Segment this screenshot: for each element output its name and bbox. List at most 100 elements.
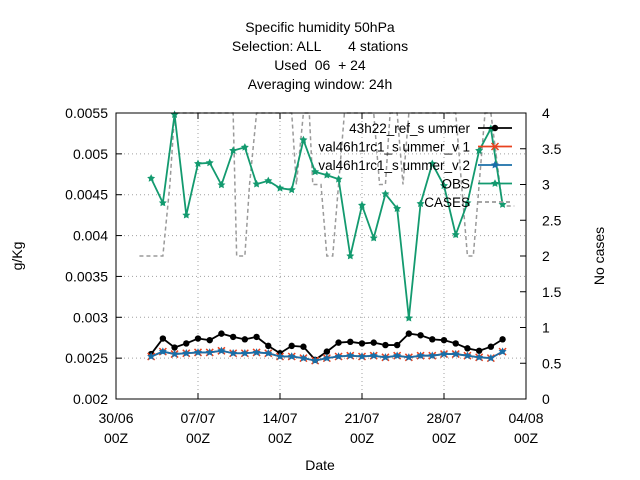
data-point xyxy=(440,349,448,358)
data-point xyxy=(229,349,238,357)
legend: 43h22_ref_s ummer val46h1rc1_s ummer_v 1 v… xyxy=(318,121,512,210)
data-point xyxy=(194,335,202,342)
data-point xyxy=(417,332,424,339)
data-point xyxy=(369,351,378,360)
data-point xyxy=(498,347,507,355)
data-point xyxy=(499,336,506,343)
data-point xyxy=(183,340,190,347)
x-tick-label-time: 00Z xyxy=(268,430,293,446)
legend-label: CASES xyxy=(424,195,470,210)
title-line-4: Averaging window: 24h xyxy=(248,76,393,92)
y-tick-label: 0.0025 xyxy=(65,350,108,366)
data-point xyxy=(323,348,331,355)
y-tick-label: 0.0035 xyxy=(65,268,108,284)
y-tick-label: 0.003 xyxy=(73,309,108,325)
axis-ticks: 0.002 0.0025 0.003 0.0035 0.004 0.0045 0.005 0.… xyxy=(65,105,562,446)
data-point xyxy=(381,353,390,361)
data-point xyxy=(299,353,308,362)
data-point xyxy=(264,176,273,185)
data-point xyxy=(147,174,156,182)
x-tick-label: 21/07 xyxy=(344,410,379,426)
data-point xyxy=(253,333,260,341)
data-point xyxy=(229,333,237,341)
data-point xyxy=(405,330,413,337)
data-point xyxy=(252,179,261,188)
data-point xyxy=(475,353,484,361)
data-point xyxy=(475,347,483,354)
data-point xyxy=(194,159,202,168)
legend-entry: 43h22_ref_s ummer xyxy=(349,121,512,136)
data-point xyxy=(428,159,437,168)
data-point xyxy=(311,167,320,176)
data-point xyxy=(265,342,272,350)
data-point xyxy=(205,348,214,356)
y-tick-label: 0.0055 xyxy=(65,105,108,121)
data-point xyxy=(429,336,436,343)
data-point xyxy=(464,345,471,352)
data-point xyxy=(159,335,167,342)
series-val46h1rc1_summer_v2 xyxy=(147,346,507,364)
y2-tick-label: 3.5 xyxy=(542,141,562,157)
data-point xyxy=(206,336,213,344)
data-point xyxy=(428,351,437,360)
data-point xyxy=(171,344,178,351)
x-tick-label: 28/07 xyxy=(426,410,461,426)
data-point xyxy=(347,338,354,345)
legend-entry: val46h1rc1_s ummer_v 1 xyxy=(318,140,512,155)
data-point xyxy=(252,348,261,356)
x-tick-label: 30/06 xyxy=(98,410,133,426)
legend-marker xyxy=(491,179,499,187)
data-point xyxy=(241,336,249,343)
data-point xyxy=(182,210,191,219)
y2-tick-label: 0 xyxy=(542,391,550,407)
data-point xyxy=(404,313,413,322)
x-tick-label: 04/08 xyxy=(508,410,543,426)
data-point xyxy=(276,352,284,360)
y-tick-label: 0.0045 xyxy=(65,187,108,203)
data-point xyxy=(358,352,366,360)
data-point xyxy=(194,348,202,356)
y2-tick-label: 1 xyxy=(542,320,550,336)
data-point xyxy=(393,204,402,212)
x-tick-label-time: 00Z xyxy=(432,430,457,446)
legend-label: val46h1rc1_s ummer_v 1 xyxy=(318,140,470,155)
data-point xyxy=(381,189,390,198)
data-point xyxy=(300,343,307,350)
legend-marker xyxy=(490,142,500,151)
data-point xyxy=(170,110,179,119)
chart-title: Specific humidity 50hPa Selection: ALL 4… xyxy=(232,19,408,92)
title-line-1: Specific humidity 50hPa xyxy=(245,19,395,35)
marker-stroke xyxy=(490,142,500,151)
y-axis-label: g/Kg xyxy=(9,242,25,271)
y2-tick-label: 3 xyxy=(542,177,550,193)
grid xyxy=(116,113,526,399)
y2-tick-label: 4 xyxy=(542,105,550,121)
series-43h22_ref_summer xyxy=(147,330,506,363)
data-point xyxy=(370,339,377,346)
legend-entry: val46h1rc1_s ummer_v 2 xyxy=(318,158,512,173)
data-point xyxy=(276,183,284,192)
y2-tick-label: 2 xyxy=(542,248,550,264)
data-point xyxy=(229,146,238,154)
data-point xyxy=(147,352,156,360)
data-point xyxy=(440,181,448,190)
legend-marker xyxy=(491,160,499,169)
data-point xyxy=(382,341,389,349)
data-point xyxy=(451,349,460,358)
y2-tick-label: 0.5 xyxy=(542,355,562,371)
x-axis-label: Date xyxy=(305,457,335,473)
data-point xyxy=(217,180,226,189)
data-point xyxy=(393,341,401,349)
data-point xyxy=(322,170,331,179)
data-point xyxy=(416,199,425,208)
data-point xyxy=(452,340,459,347)
legend-entry: CASES xyxy=(424,195,512,210)
data-point xyxy=(393,351,402,360)
data-point xyxy=(158,198,167,207)
data-point xyxy=(358,201,366,209)
y-tick-label: 0.005 xyxy=(73,146,108,162)
data-point xyxy=(240,349,249,357)
x-tick-label-time: 00Z xyxy=(104,430,129,446)
data-point xyxy=(404,353,413,361)
data-point xyxy=(463,198,472,207)
